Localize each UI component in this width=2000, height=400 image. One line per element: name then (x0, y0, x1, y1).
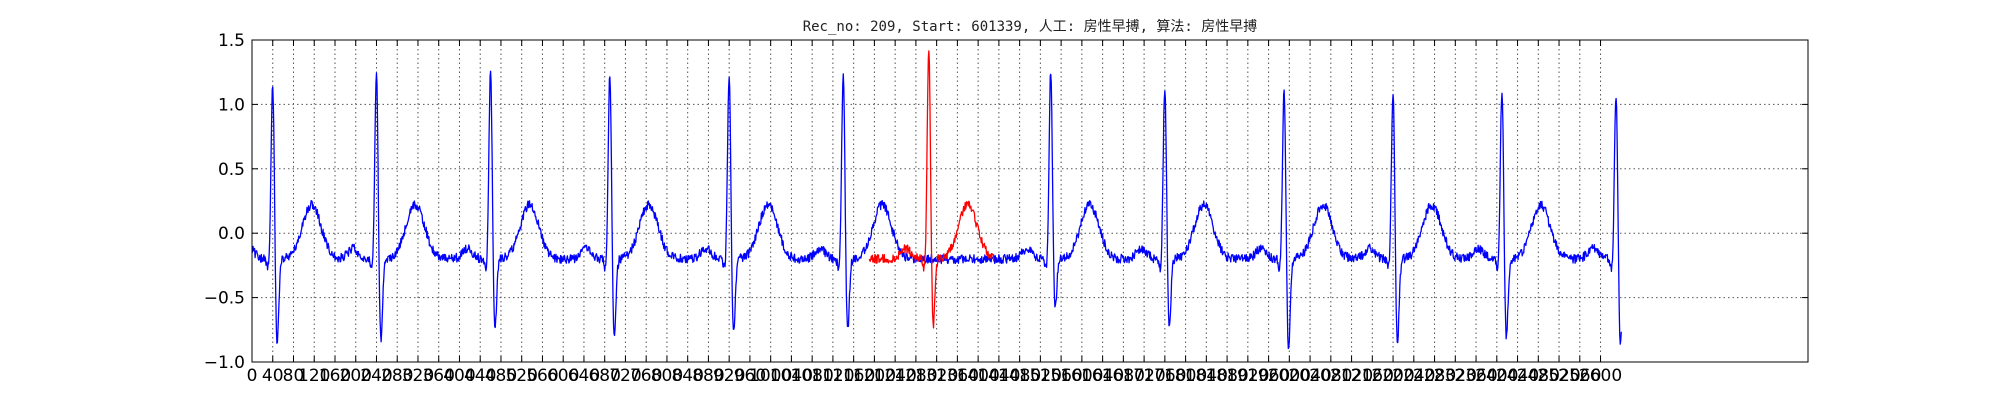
x-tick-label: 1720 (1122, 366, 1165, 386)
x-tick-label: 1880 (1205, 366, 1248, 386)
x-tick-label: 680 (588, 366, 620, 386)
y-tick-label: 1.0 (218, 95, 245, 115)
x-tick-label: 1360 (936, 366, 979, 386)
y-tick-label: −0.5 (204, 289, 245, 309)
x-tick-label: 1560 (1039, 366, 1082, 386)
x-tick-label: 760 (630, 366, 662, 386)
x-tick-label: 440 (464, 366, 496, 386)
x-tick-label: 320 (402, 366, 434, 386)
series-layer (251, 50, 1622, 350)
x-tick-label: 2560 (1558, 366, 1601, 386)
x-tick-label: 1840 (1185, 366, 1228, 386)
x-tick-label: 1000 (749, 366, 792, 386)
x-tick-label: 1200 (853, 366, 896, 386)
x-tick-label: 2040 (1288, 366, 1331, 386)
x-tick-label: 160 (319, 366, 351, 386)
ecg-trace-blue (251, 70, 1622, 350)
ecg-trace-red (868, 50, 995, 329)
axes-layer (251, 39, 1809, 363)
x-tick-label: 1320 (915, 366, 958, 386)
x-tick-label: 2480 (1517, 366, 1560, 386)
x-tick-label: 1040 (770, 366, 813, 386)
x-tick-label: 1600 (1060, 366, 1103, 386)
x-tick-label: 2080 (1309, 366, 1352, 386)
x-tick-label: 280 (381, 366, 413, 386)
x-tick-label: 880 (692, 366, 724, 386)
tick-layer: −1.0 −0.5 0.0 0.5 1.0 1.5 0 40 80120160200240280… (204, 31, 1808, 386)
x-tick-label: 480 (485, 366, 517, 386)
x-tick-label: 2160 (1351, 366, 1394, 386)
x-tick-label: 240 (360, 366, 392, 386)
x-tick-label: 840 (671, 366, 703, 386)
x-tick-label: 80 (283, 366, 305, 386)
y-tick-label: 0.5 (218, 160, 245, 180)
x-tick-label: 640 (568, 366, 600, 386)
grid-layer (252, 40, 1808, 362)
x-tick-label: 2360 (1454, 366, 1497, 386)
x-tick-label: 2120 (1330, 366, 1373, 386)
x-tick-label: 2520 (1537, 366, 1580, 386)
x-tick-label: 200 (340, 366, 372, 386)
x-tick-label: 960 (734, 366, 766, 386)
x-tick-label: 400 (443, 366, 475, 386)
x-tick-label: 1080 (791, 366, 834, 386)
x-tick-label: 1440 (977, 366, 1020, 386)
x-tick-label: 1960 (1247, 366, 1290, 386)
x-tick-label: 360 (422, 366, 454, 386)
x-tick-label: 2600 (1579, 366, 1622, 386)
x-tick-label: 2320 (1434, 366, 1477, 386)
x-tick-label: 1160 (832, 366, 875, 386)
x-tick-label: 2440 (1496, 366, 1539, 386)
x-tick-label: 2240 (1392, 366, 1435, 386)
x-tick-label: 560 (526, 366, 558, 386)
x-tick-label: 1520 (1019, 366, 1062, 386)
y-tick-label: 0.0 (218, 224, 245, 244)
x-tick-label: 2200 (1371, 366, 1414, 386)
x-tick-label: 600 (547, 366, 579, 386)
chart-title: Rec_no: 209, Start: 601339, 人工: 房性早搏, 算法… (803, 18, 1258, 35)
x-tick-label: 1800 (1164, 366, 1207, 386)
x-tick-label: 1680 (1102, 366, 1145, 386)
x-tick-label: 1400 (957, 366, 1000, 386)
x-tick-label: 1280 (894, 366, 937, 386)
y-tick-label: −1.0 (204, 353, 245, 373)
x-tick-label: 2280 (1413, 366, 1456, 386)
x-tick-label: 1920 (1226, 366, 1269, 386)
x-tick-label: 1240 (874, 366, 917, 386)
x-tick-label: 2000 (1268, 366, 1311, 386)
x-tick-label: 520 (505, 366, 537, 386)
x-tick-label: 920 (713, 366, 745, 386)
x-tick-label: 120 (298, 366, 330, 386)
plot-frame (251, 39, 1809, 363)
x-tick-label: 800 (651, 366, 683, 386)
x-tick-label: 1120 (811, 366, 854, 386)
x-tick-label: 0 (247, 366, 258, 386)
x-tick-label: 1480 (998, 366, 1041, 386)
x-tick-label: 40 (262, 366, 284, 386)
x-tick-label: 1640 (1081, 366, 1124, 386)
y-tick-label: 1.5 (218, 31, 245, 51)
x-tick-label: 1760 (1143, 366, 1186, 386)
x-tick-label: 2400 (1475, 366, 1518, 386)
x-tick-label: 720 (609, 366, 641, 386)
